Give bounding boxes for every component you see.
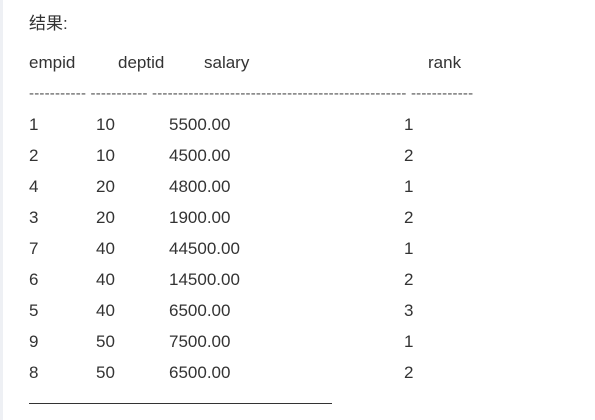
cell-empid: 6 — [29, 270, 39, 289]
cell-salary: 4500.00 — [169, 146, 231, 165]
cell-rank: 1 — [404, 332, 414, 351]
content-left-border — [0, 0, 3, 420]
cell-salary: 44500.00 — [169, 239, 240, 258]
cell-salary: 4800.00 — [169, 177, 231, 196]
table-row: 4 20 4800.00 1 — [0, 177, 595, 208]
cell-salary: 5500.00 — [169, 115, 231, 134]
cell-rank: 2 — [404, 363, 414, 382]
table-row: 6 40 14500.00 2 — [0, 270, 595, 301]
column-header-salary: salary — [204, 53, 250, 72]
cell-salary: 6500.00 — [169, 301, 231, 320]
cell-salary: 14500.00 — [169, 270, 240, 289]
cell-salary: 1900.00 — [169, 208, 231, 227]
cell-deptid: 50 — [96, 332, 115, 351]
table-row: 8 50 6500.00 2 — [0, 363, 595, 394]
cell-rank: 2 — [404, 146, 414, 165]
cell-empid: 2 — [29, 146, 39, 165]
table-row: 9 50 7500.00 1 — [0, 332, 595, 363]
cell-empid: 7 — [29, 239, 39, 258]
cell-empid: 5 — [29, 301, 39, 320]
cell-salary: 7500.00 — [169, 332, 231, 351]
cell-deptid: 40 — [96, 270, 115, 289]
cell-rank: 2 — [404, 208, 414, 227]
cell-deptid: 50 — [96, 363, 115, 382]
cell-rank: 3 — [404, 301, 414, 320]
cell-rank: 1 — [404, 239, 414, 258]
cell-rank: 2 — [404, 270, 414, 289]
cell-rank: 1 — [404, 177, 414, 196]
cell-empid: 9 — [29, 332, 39, 351]
cell-empid: 4 — [29, 177, 39, 196]
cell-deptid: 40 — [96, 301, 115, 320]
cell-rank: 1 — [404, 115, 414, 134]
cell-deptid: 20 — [96, 177, 115, 196]
cell-salary: 6500.00 — [169, 363, 231, 382]
table-row: 5 40 6500.00 3 — [0, 301, 595, 332]
table-row: 2 10 4500.00 2 — [0, 146, 595, 177]
cell-deptid: 40 — [96, 239, 115, 258]
cell-deptid: 10 — [96, 146, 115, 165]
header-separator: ----------- ----------- ----------------… — [29, 85, 474, 102]
bottom-divider — [29, 403, 332, 404]
table-row: 1 10 5500.00 1 — [0, 115, 595, 146]
column-header-empid: empid — [29, 53, 76, 72]
table-row: 7 40 44500.00 1 — [0, 239, 595, 270]
column-header-rank: rank — [428, 53, 462, 72]
cell-deptid: 20 — [96, 208, 115, 227]
table-row: 3 20 1900.00 2 — [0, 208, 595, 239]
cell-deptid: 10 — [96, 115, 115, 134]
cell-empid: 1 — [29, 115, 39, 134]
cell-empid: 8 — [29, 363, 39, 382]
column-header-deptid: deptid — [118, 53, 165, 72]
cell-empid: 3 — [29, 208, 39, 227]
result-caption: 结果: — [29, 14, 68, 33]
